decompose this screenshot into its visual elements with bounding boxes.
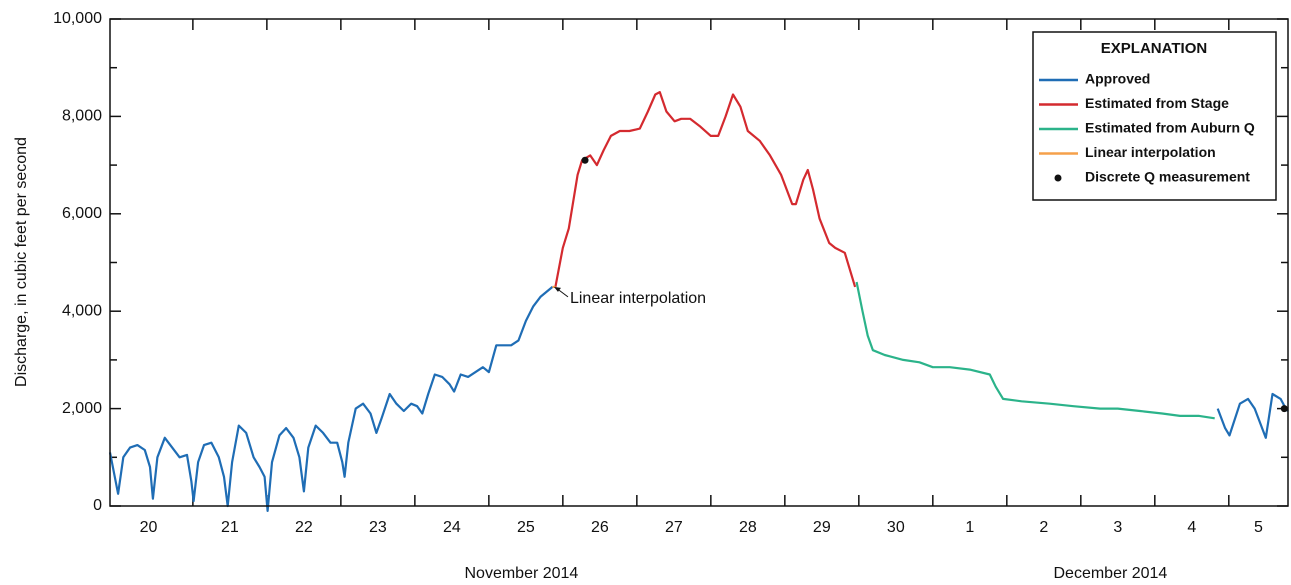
x-tick-label: 24: [443, 519, 461, 536]
legend-swatch: [1054, 174, 1062, 182]
x-tick-label: 21: [221, 519, 239, 536]
x-tick-label: 2: [1039, 519, 1048, 536]
x-tick-label: 28: [739, 519, 757, 536]
y-axis-label: Discharge, in cubic feet per second: [13, 137, 30, 387]
series-line: [855, 281, 1215, 420]
annotation-text: Linear interpolation: [570, 290, 706, 307]
measurement-point: [1280, 405, 1288, 413]
x-tick-label: 1: [965, 519, 974, 536]
x-tick-label: 29: [813, 519, 831, 536]
x-tick-label: 26: [591, 519, 609, 536]
annotation-arrowhead: [553, 286, 561, 292]
x-tick-label: 5: [1254, 519, 1263, 536]
plot-frame: [109, 18, 1289, 507]
series-line: [554, 91, 857, 288]
legend-label: Approved: [1085, 71, 1150, 87]
series-line: [108, 286, 1289, 512]
y-tick-label: 8,000: [62, 108, 102, 125]
legend-label: Discrete Q measurement: [1085, 169, 1250, 185]
x-tick-label: 25: [517, 519, 535, 536]
x-tick-label: 23: [369, 519, 387, 536]
legend-label: Linear interpolation: [1085, 144, 1216, 160]
x-tick-label: 20: [140, 519, 158, 536]
measurement-point: [581, 156, 589, 164]
x-tick-label: 22: [295, 519, 313, 536]
legend-title: EXPLANATION: [1101, 40, 1207, 57]
x-group-label: December 2014: [1053, 565, 1167, 582]
x-group-label: November 2014: [464, 565, 578, 582]
legend: EXPLANATION Approved Estimated from Stage E…: [1032, 31, 1277, 201]
x-tick-label: 3: [1113, 519, 1122, 536]
y-tick-label: 6,000: [62, 205, 102, 222]
y-tick-label: 4,000: [62, 302, 102, 319]
y-tick-label: 2,000: [62, 400, 102, 417]
x-tick-label: 30: [887, 519, 905, 536]
x-tick-label: 4: [1187, 519, 1196, 536]
x-tick-label: 27: [665, 519, 683, 536]
legend-label: Estimated from Stage: [1085, 95, 1229, 111]
legend-box: [1032, 31, 1277, 201]
y-tick-label: 0: [93, 497, 102, 514]
legend-label: Estimated from Auburn Q: [1085, 120, 1255, 136]
y-tick-label: 10,000: [53, 10, 102, 27]
